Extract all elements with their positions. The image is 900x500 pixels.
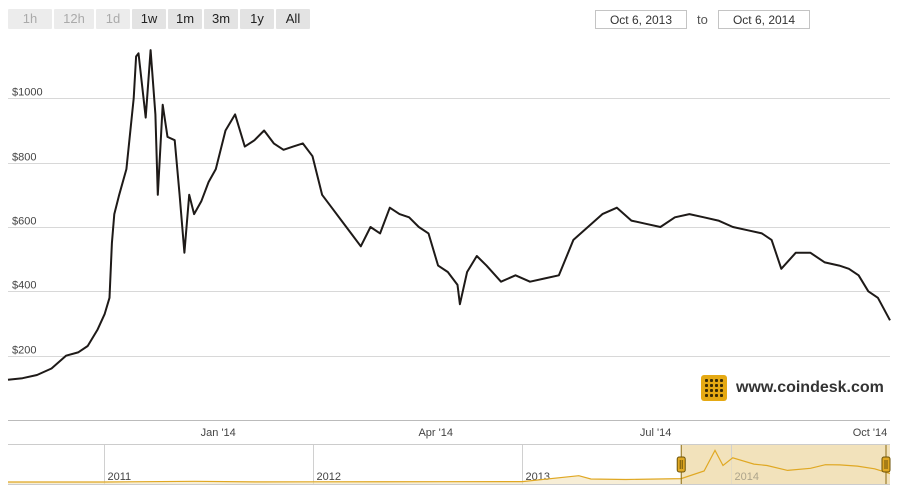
y-tick-label: $600 xyxy=(12,216,36,228)
date-to-input[interactable] xyxy=(718,10,810,29)
range-12h: 12h xyxy=(54,9,94,29)
range-1y[interactable]: 1y xyxy=(240,9,274,29)
x-tick-label: Apr '14 xyxy=(418,427,453,439)
range-1m[interactable]: 1m xyxy=(168,9,202,29)
y-tick-label: $1000 xyxy=(12,87,43,99)
coindesk-icon xyxy=(701,375,727,401)
y-axis-ticks: $200 $400 $600 $800 $1000 xyxy=(12,87,43,357)
navigator-tick-label: 2011 xyxy=(108,471,132,483)
navigator-area xyxy=(8,450,890,484)
coindesk-logo[interactable]: www.coindesk.com xyxy=(701,375,884,401)
navigator-right-handle[interactable] xyxy=(881,456,891,473)
coindesk-url: www.coindesk.com xyxy=(736,379,884,396)
x-tick-label: Oct '14 xyxy=(853,427,888,439)
range-all[interactable]: All xyxy=(276,9,310,29)
navigator-line xyxy=(8,449,891,483)
range-3m[interactable]: 3m xyxy=(204,9,238,29)
x-axis-ticks: Jan '14 Apr '14 Jul '14 Oct '14 xyxy=(201,427,888,439)
range-1w[interactable]: 1w xyxy=(132,9,166,29)
y-tick-label: $200 xyxy=(12,345,36,357)
navigator-left-handle[interactable] xyxy=(676,456,686,473)
x-tick-label: Jan '14 xyxy=(201,427,236,439)
date-from-input[interactable] xyxy=(595,10,687,29)
navigator-tick-label: 2012 xyxy=(317,471,341,483)
navigator[interactable]: 2011201220132014 xyxy=(8,444,891,485)
x-tick-label: Jul '14 xyxy=(640,427,671,439)
grid-lines xyxy=(8,98,890,357)
range-1d: 1d xyxy=(96,9,130,29)
y-tick-label: $800 xyxy=(12,152,36,164)
navigator-ticks: 2011201220132014 xyxy=(104,445,759,484)
date-to-label: to xyxy=(697,12,708,27)
y-tick-label: $400 xyxy=(12,280,36,292)
range-1h: 1h xyxy=(8,9,52,29)
price-series-line xyxy=(7,49,891,381)
range-selector: 1h 12h 1d 1w 1m 3m 1y All xyxy=(8,9,310,29)
navigator-handles[interactable] xyxy=(676,445,891,484)
